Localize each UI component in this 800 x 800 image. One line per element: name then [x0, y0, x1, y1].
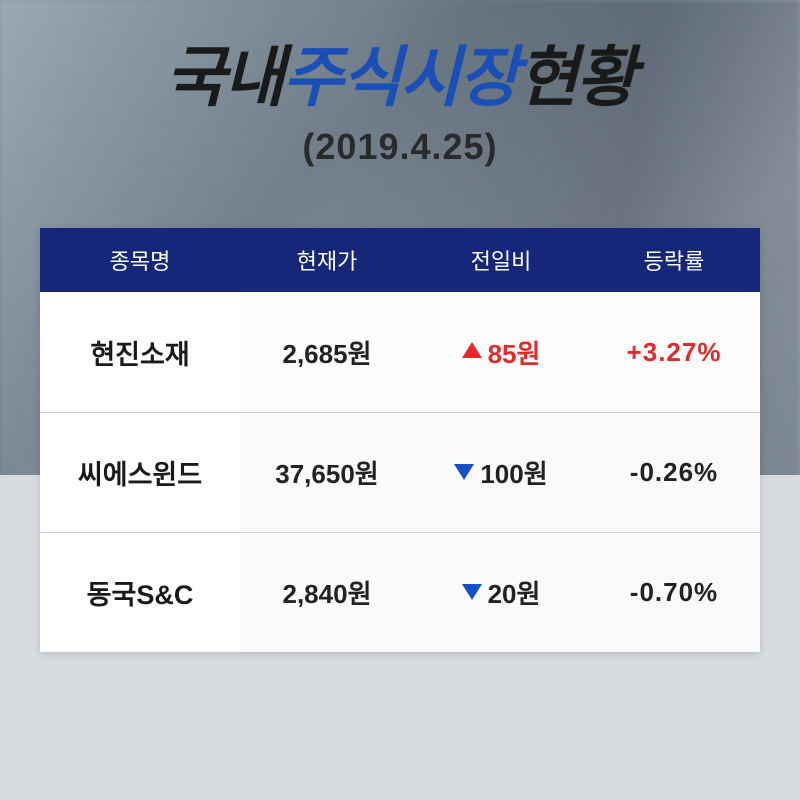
- stock-table: 종목명 현재가 전일비 등락률 현진소재 2,685원 85원 +3.27% 씨…: [40, 228, 760, 652]
- page-title: 국내주식시장현황: [0, 24, 800, 120]
- stock-name: 동국S&C: [40, 533, 240, 652]
- change-value: 85원: [488, 334, 541, 371]
- change-value: 20원: [488, 574, 541, 611]
- change-value: 100원: [480, 454, 547, 491]
- stock-name: 씨에스윈드: [40, 413, 240, 532]
- stock-price: 37,650원: [240, 413, 414, 532]
- stock-name: 현진소재: [40, 292, 240, 412]
- table-header: 종목명 현재가 전일비 등락률: [40, 228, 760, 292]
- title-part1: 국내: [165, 40, 282, 114]
- stock-rate: -0.26%: [588, 413, 760, 532]
- triangle-up-icon: [462, 342, 482, 358]
- stock-price: 2,685원: [240, 292, 414, 412]
- title-part2: 현황: [517, 40, 634, 114]
- stock-rate: +3.27%: [588, 292, 760, 412]
- header-price: 현재가: [240, 244, 414, 276]
- stock-change: 20원: [414, 533, 588, 652]
- title-block: 국내주식시장현황 (2019.4.25): [0, 0, 800, 168]
- header-name: 종목명: [40, 244, 240, 276]
- triangle-down-icon: [454, 464, 474, 480]
- stock-change: 100원: [414, 413, 588, 532]
- header-change: 전일비: [414, 244, 588, 276]
- stock-change: 85원: [414, 292, 588, 412]
- stock-rate: -0.70%: [588, 533, 760, 652]
- title-accent: 주식시장: [283, 40, 518, 114]
- table-row: 동국S&C 2,840원 20원 -0.70%: [40, 532, 760, 652]
- header-rate: 등락률: [588, 244, 760, 276]
- triangle-down-icon: [462, 584, 482, 600]
- table-row: 현진소재 2,685원 85원 +3.27%: [40, 292, 760, 412]
- stock-price: 2,840원: [240, 533, 414, 652]
- date-text: (2019.4.25): [0, 126, 800, 168]
- table-row: 씨에스윈드 37,650원 100원 -0.26%: [40, 412, 760, 532]
